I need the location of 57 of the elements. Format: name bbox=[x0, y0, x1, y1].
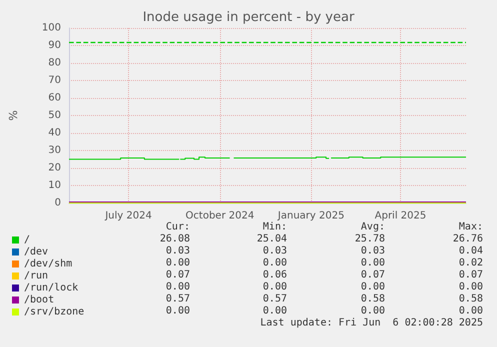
text: 0.00 bbox=[360, 306, 385, 316]
text: 0.03 bbox=[262, 246, 287, 256]
legend-label: /run bbox=[24, 270, 48, 282]
text: 0.03 bbox=[360, 246, 385, 256]
y-tick-label: 100 bbox=[42, 22, 61, 34]
text: Min: bbox=[262, 222, 287, 232]
text: 0.03 bbox=[166, 246, 190, 256]
y-tick-label: 10 bbox=[48, 180, 61, 191]
text: 25.04 bbox=[256, 234, 287, 244]
legend-label: /boot bbox=[24, 294, 54, 306]
x-tick-label: April 2025 bbox=[374, 210, 426, 222]
text: 26.08 bbox=[160, 234, 190, 244]
text: 0.06 bbox=[262, 270, 287, 280]
text: 0.58 bbox=[360, 294, 385, 304]
y-tick-label: 50 bbox=[48, 110, 61, 121]
text: 0.58 bbox=[458, 294, 483, 304]
text: 0.00 bbox=[166, 282, 190, 292]
legend-label: /srv/bzone bbox=[24, 306, 84, 318]
text: 26.76 bbox=[452, 234, 483, 244]
text: 0.04 bbox=[458, 246, 483, 256]
x-tick-label: October 2024 bbox=[186, 210, 254, 222]
x-tick-label: January 2025 bbox=[276, 210, 344, 222]
legend-label: /run/lock bbox=[24, 282, 78, 294]
text: Max: bbox=[458, 222, 483, 232]
y-tick-label: 0 bbox=[54, 198, 61, 208]
text: 0.00 bbox=[166, 258, 190, 268]
text: 0.07 bbox=[458, 270, 483, 280]
text: Avg: bbox=[360, 222, 385, 232]
text: 0.00 bbox=[262, 258, 287, 268]
y-tick-label: 70 bbox=[48, 75, 61, 86]
text: 0.00 bbox=[262, 282, 287, 292]
text: 0.57 bbox=[262, 294, 287, 304]
legend-label: /dev/shm bbox=[24, 258, 72, 270]
text: 0.00 bbox=[166, 306, 190, 316]
legend-label: / bbox=[24, 234, 30, 246]
text: 0.00 bbox=[458, 282, 483, 292]
text: Cur: bbox=[166, 222, 190, 232]
text: 0.57 bbox=[166, 294, 190, 304]
text: 0.00 bbox=[262, 306, 287, 316]
text: 0.00 bbox=[360, 258, 385, 268]
text: 0.02 bbox=[458, 258, 483, 268]
text: 0.00 bbox=[458, 306, 483, 316]
y-axis-title: % bbox=[7, 110, 20, 121]
y-tick-label: 40 bbox=[48, 128, 61, 138]
text: Last update: Fri Jun 6 02:00:28 2025 bbox=[260, 318, 483, 328]
y-tick-label: 80 bbox=[48, 58, 61, 68]
legend-label: /dev bbox=[24, 246, 48, 258]
y-tick-label: 30 bbox=[48, 145, 61, 156]
chart-title: Inode usage in percent - by year bbox=[142, 10, 355, 25]
y-tick-label: 20 bbox=[48, 162, 61, 174]
text: 0.07 bbox=[360, 270, 385, 280]
text: 25.78 bbox=[354, 234, 385, 244]
x-tick-label: July 2024 bbox=[104, 210, 152, 222]
y-tick-label: 90 bbox=[48, 40, 61, 51]
text: 0.07 bbox=[166, 270, 190, 280]
y-tick-label: 60 bbox=[48, 92, 61, 104]
text: 0.00 bbox=[360, 282, 385, 292]
